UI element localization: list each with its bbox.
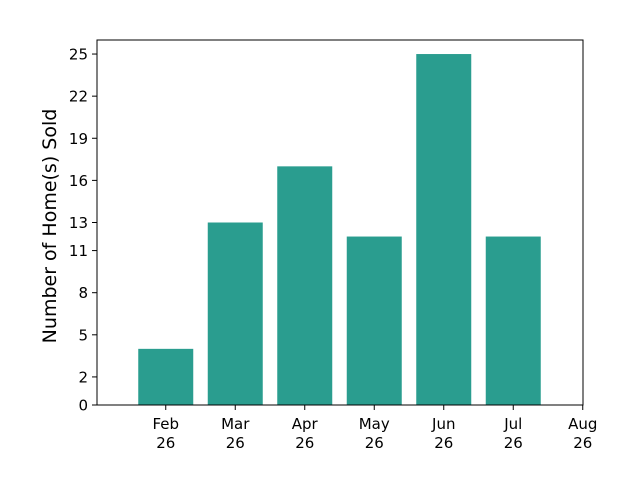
y-tick-label: 11 bbox=[69, 242, 88, 260]
x-tick-label: Jul 26 bbox=[503, 415, 523, 452]
x-tick-label: Jun 26 bbox=[431, 415, 455, 452]
x-tick-label: Feb 26 bbox=[152, 415, 179, 452]
y-tick-label: 2 bbox=[78, 368, 88, 386]
y-tick-label: 0 bbox=[78, 397, 88, 415]
bar-feb-26 bbox=[138, 348, 194, 405]
bars bbox=[138, 54, 541, 405]
x-tick-label: Mar 26 bbox=[221, 415, 250, 452]
bar-mar-26 bbox=[207, 222, 263, 405]
y-tick-label: 25 bbox=[69, 46, 88, 64]
y-tick-label: 19 bbox=[69, 130, 88, 148]
bar-jul-26 bbox=[485, 236, 541, 405]
y-axis-label: Number of Home(s) Sold bbox=[39, 109, 61, 344]
bar-may-26 bbox=[346, 236, 402, 405]
y-tick-label: 13 bbox=[69, 214, 88, 232]
x-tick-label: Apr 26 bbox=[292, 415, 319, 452]
y-tick-label: 22 bbox=[69, 88, 88, 106]
x-tick-label: May 26 bbox=[359, 415, 390, 452]
bar-apr-26 bbox=[277, 166, 333, 405]
y-tick-label: 8 bbox=[78, 284, 88, 302]
bar-jun-26 bbox=[416, 54, 472, 405]
y-tick-label: 5 bbox=[78, 326, 88, 344]
y-tick-label: 16 bbox=[69, 172, 88, 190]
x-tick-label: Aug 26 bbox=[568, 415, 597, 452]
